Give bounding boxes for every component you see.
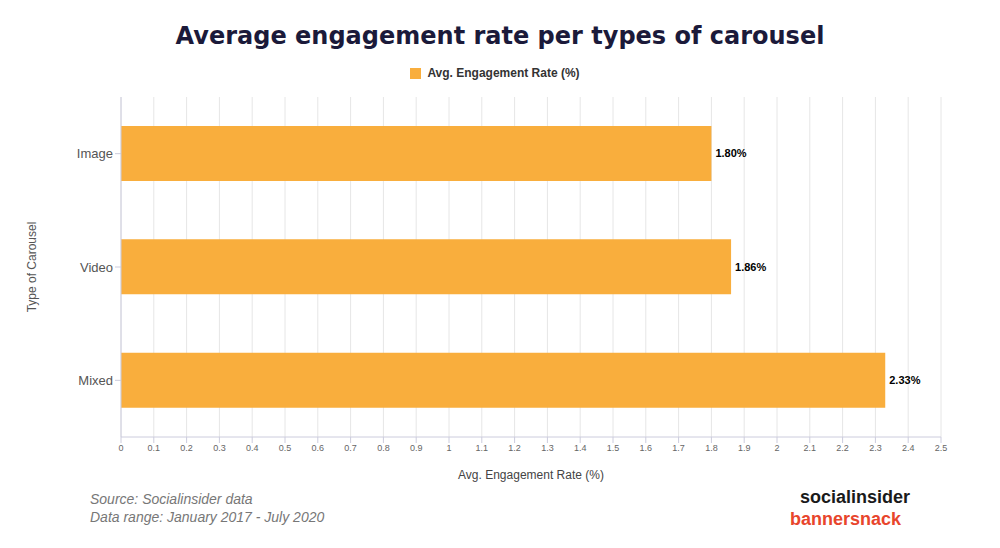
svg-text:2.5: 2.5: [935, 443, 948, 453]
svg-text:1.5: 1.5: [607, 443, 620, 453]
svg-text:0: 0: [118, 443, 123, 453]
svg-text:1.3: 1.3: [541, 443, 554, 453]
svg-text:2.1: 2.1: [804, 443, 817, 453]
svg-text:Image: Image: [77, 146, 113, 161]
svg-text:0.1: 0.1: [148, 443, 161, 453]
html-text:socialinsider: socialinsider: [800, 487, 911, 507]
html-text:Data range: January 2017 - Jul: Data range: January 2017 - July 2020: [90, 509, 325, 525]
html-text:Average engagement rate per ty: Average engagement rate per types of car…: [175, 22, 825, 50]
svg-text:Video: Video: [80, 260, 113, 275]
svg-text:1.86%: 1.86%: [735, 261, 766, 273]
svg-text:1.2: 1.2: [508, 443, 521, 453]
svg-text:1.4: 1.4: [574, 443, 587, 453]
svg-text:0.5: 0.5: [279, 443, 292, 453]
html-text:bannersnack: bannersnack: [790, 509, 902, 529]
svg-text:1.1: 1.1: [476, 443, 489, 453]
svg-text:0.4: 0.4: [246, 443, 259, 453]
svg-text:2.4: 2.4: [902, 443, 915, 453]
html-text:Avg. Engagement Rate (%): Avg. Engagement Rate (%): [427, 66, 580, 80]
svg-text:2.2: 2.2: [836, 443, 849, 453]
svg-text:0.8: 0.8: [377, 443, 390, 453]
svg-text:Mixed: Mixed: [78, 373, 113, 388]
svg-text:1.9: 1.9: [738, 443, 751, 453]
svg-text:2: 2: [774, 443, 779, 453]
svg-text:0.9: 0.9: [410, 443, 423, 453]
html-text:Source: Socialinsider data: Source: Socialinsider data: [90, 491, 253, 507]
svg-text:1.8: 1.8: [705, 443, 718, 453]
svg-text:1.7: 1.7: [672, 443, 685, 453]
svg-text:1.80%: 1.80%: [715, 147, 746, 159]
svg-text:0.7: 0.7: [344, 443, 357, 453]
svg-text:2.33%: 2.33%: [889, 374, 920, 386]
svg-text:0.2: 0.2: [180, 443, 193, 453]
svg-text:Type of Carousel: Type of Carousel: [25, 222, 39, 313]
svg-text:1: 1: [446, 443, 451, 453]
svg-text:0.3: 0.3: [213, 443, 226, 453]
svg-text:0.6: 0.6: [312, 443, 325, 453]
svg-text:2.3: 2.3: [869, 443, 882, 453]
svg-text:1.6: 1.6: [640, 443, 653, 453]
svg-text:Avg. Engagement Rate (%): Avg. Engagement Rate (%): [458, 468, 604, 482]
